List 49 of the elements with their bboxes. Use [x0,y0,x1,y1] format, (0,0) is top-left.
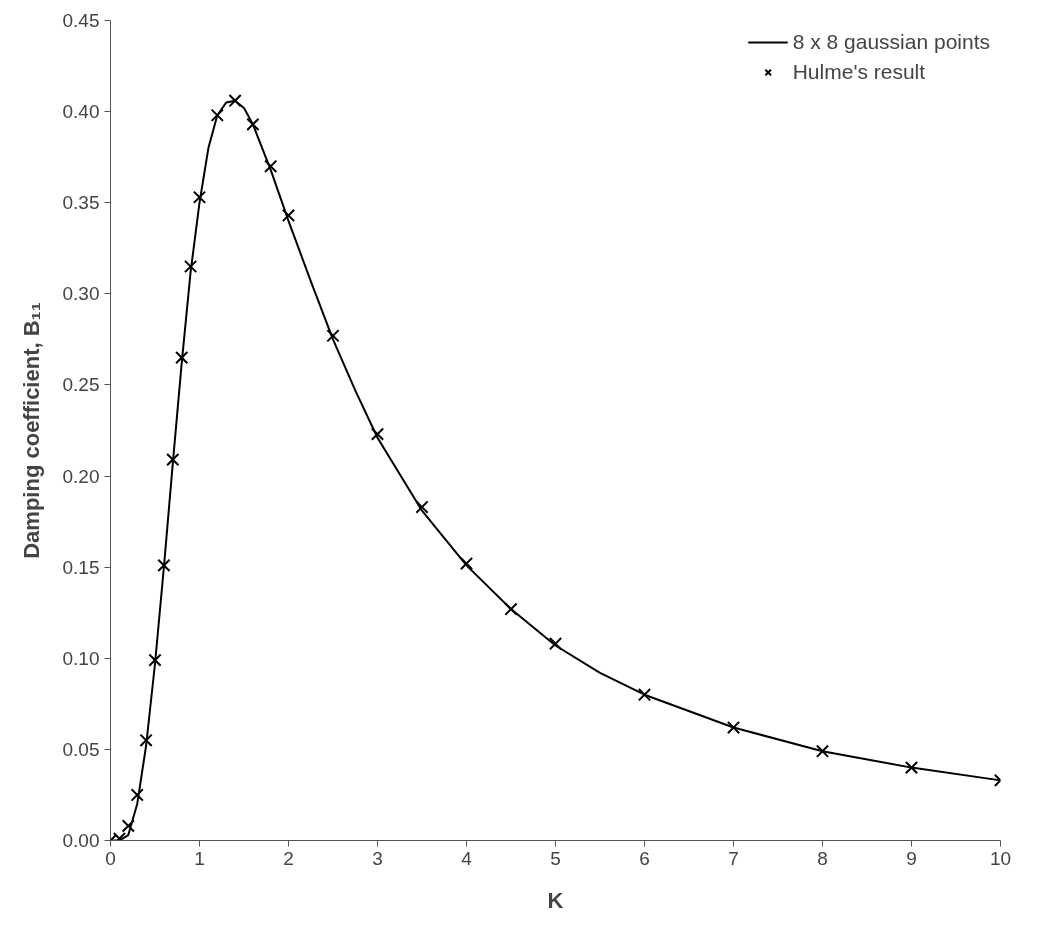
point [637,688,652,702]
point [166,453,180,467]
x-tick-label: 4 [461,847,473,869]
legend-label: 8 x 8 gaussian points [792,30,990,54]
x-tick-label: 8 [817,847,828,869]
point [370,427,385,441]
point [183,259,198,274]
y-tick-label: 0.30 [62,283,100,305]
y-tick-label: 0.10 [62,647,100,669]
legend-label: Hulme's result [792,60,926,84]
y-tick-label: 0.40 [62,101,100,123]
y-tick-label: 0.15 [62,556,100,578]
x-tick-label: 10 [989,847,1012,869]
point [459,556,474,571]
point [281,208,296,223]
x-tick-label: 2 [283,847,294,869]
x-tick-label: 1 [194,847,205,869]
point [504,602,518,616]
point [148,653,162,667]
point [326,329,340,343]
x-tick-label: 6 [639,847,650,869]
x-tick-label: 7 [728,847,739,869]
point [415,500,429,514]
y-tick-label: 0.35 [62,192,100,214]
point [157,558,171,572]
point [904,760,919,775]
point [210,108,224,122]
x-tick-label: 0 [105,847,116,869]
point [192,190,207,204]
x-tick-label: 5 [550,847,561,869]
x-tick-label: 9 [906,847,917,869]
y-axis-title: Damping coefficient, B₁₁ [18,302,44,559]
y-tick-label: 0.05 [62,738,100,760]
point [228,94,242,108]
point [264,159,278,173]
point [246,117,260,132]
point [139,733,153,747]
x-tick-label: 3 [372,847,383,869]
y-tick-label: 0.00 [62,830,100,851]
point [130,788,144,802]
x-axis-title: K [547,887,564,913]
y-tick-label: 0.25 [62,374,100,396]
point [815,744,830,758]
y-tick-label: 0.20 [62,465,100,487]
y-tick-label: 0.45 [62,10,100,31]
point [121,819,135,833]
point [548,637,563,651]
point [175,350,189,365]
point [726,720,741,735]
